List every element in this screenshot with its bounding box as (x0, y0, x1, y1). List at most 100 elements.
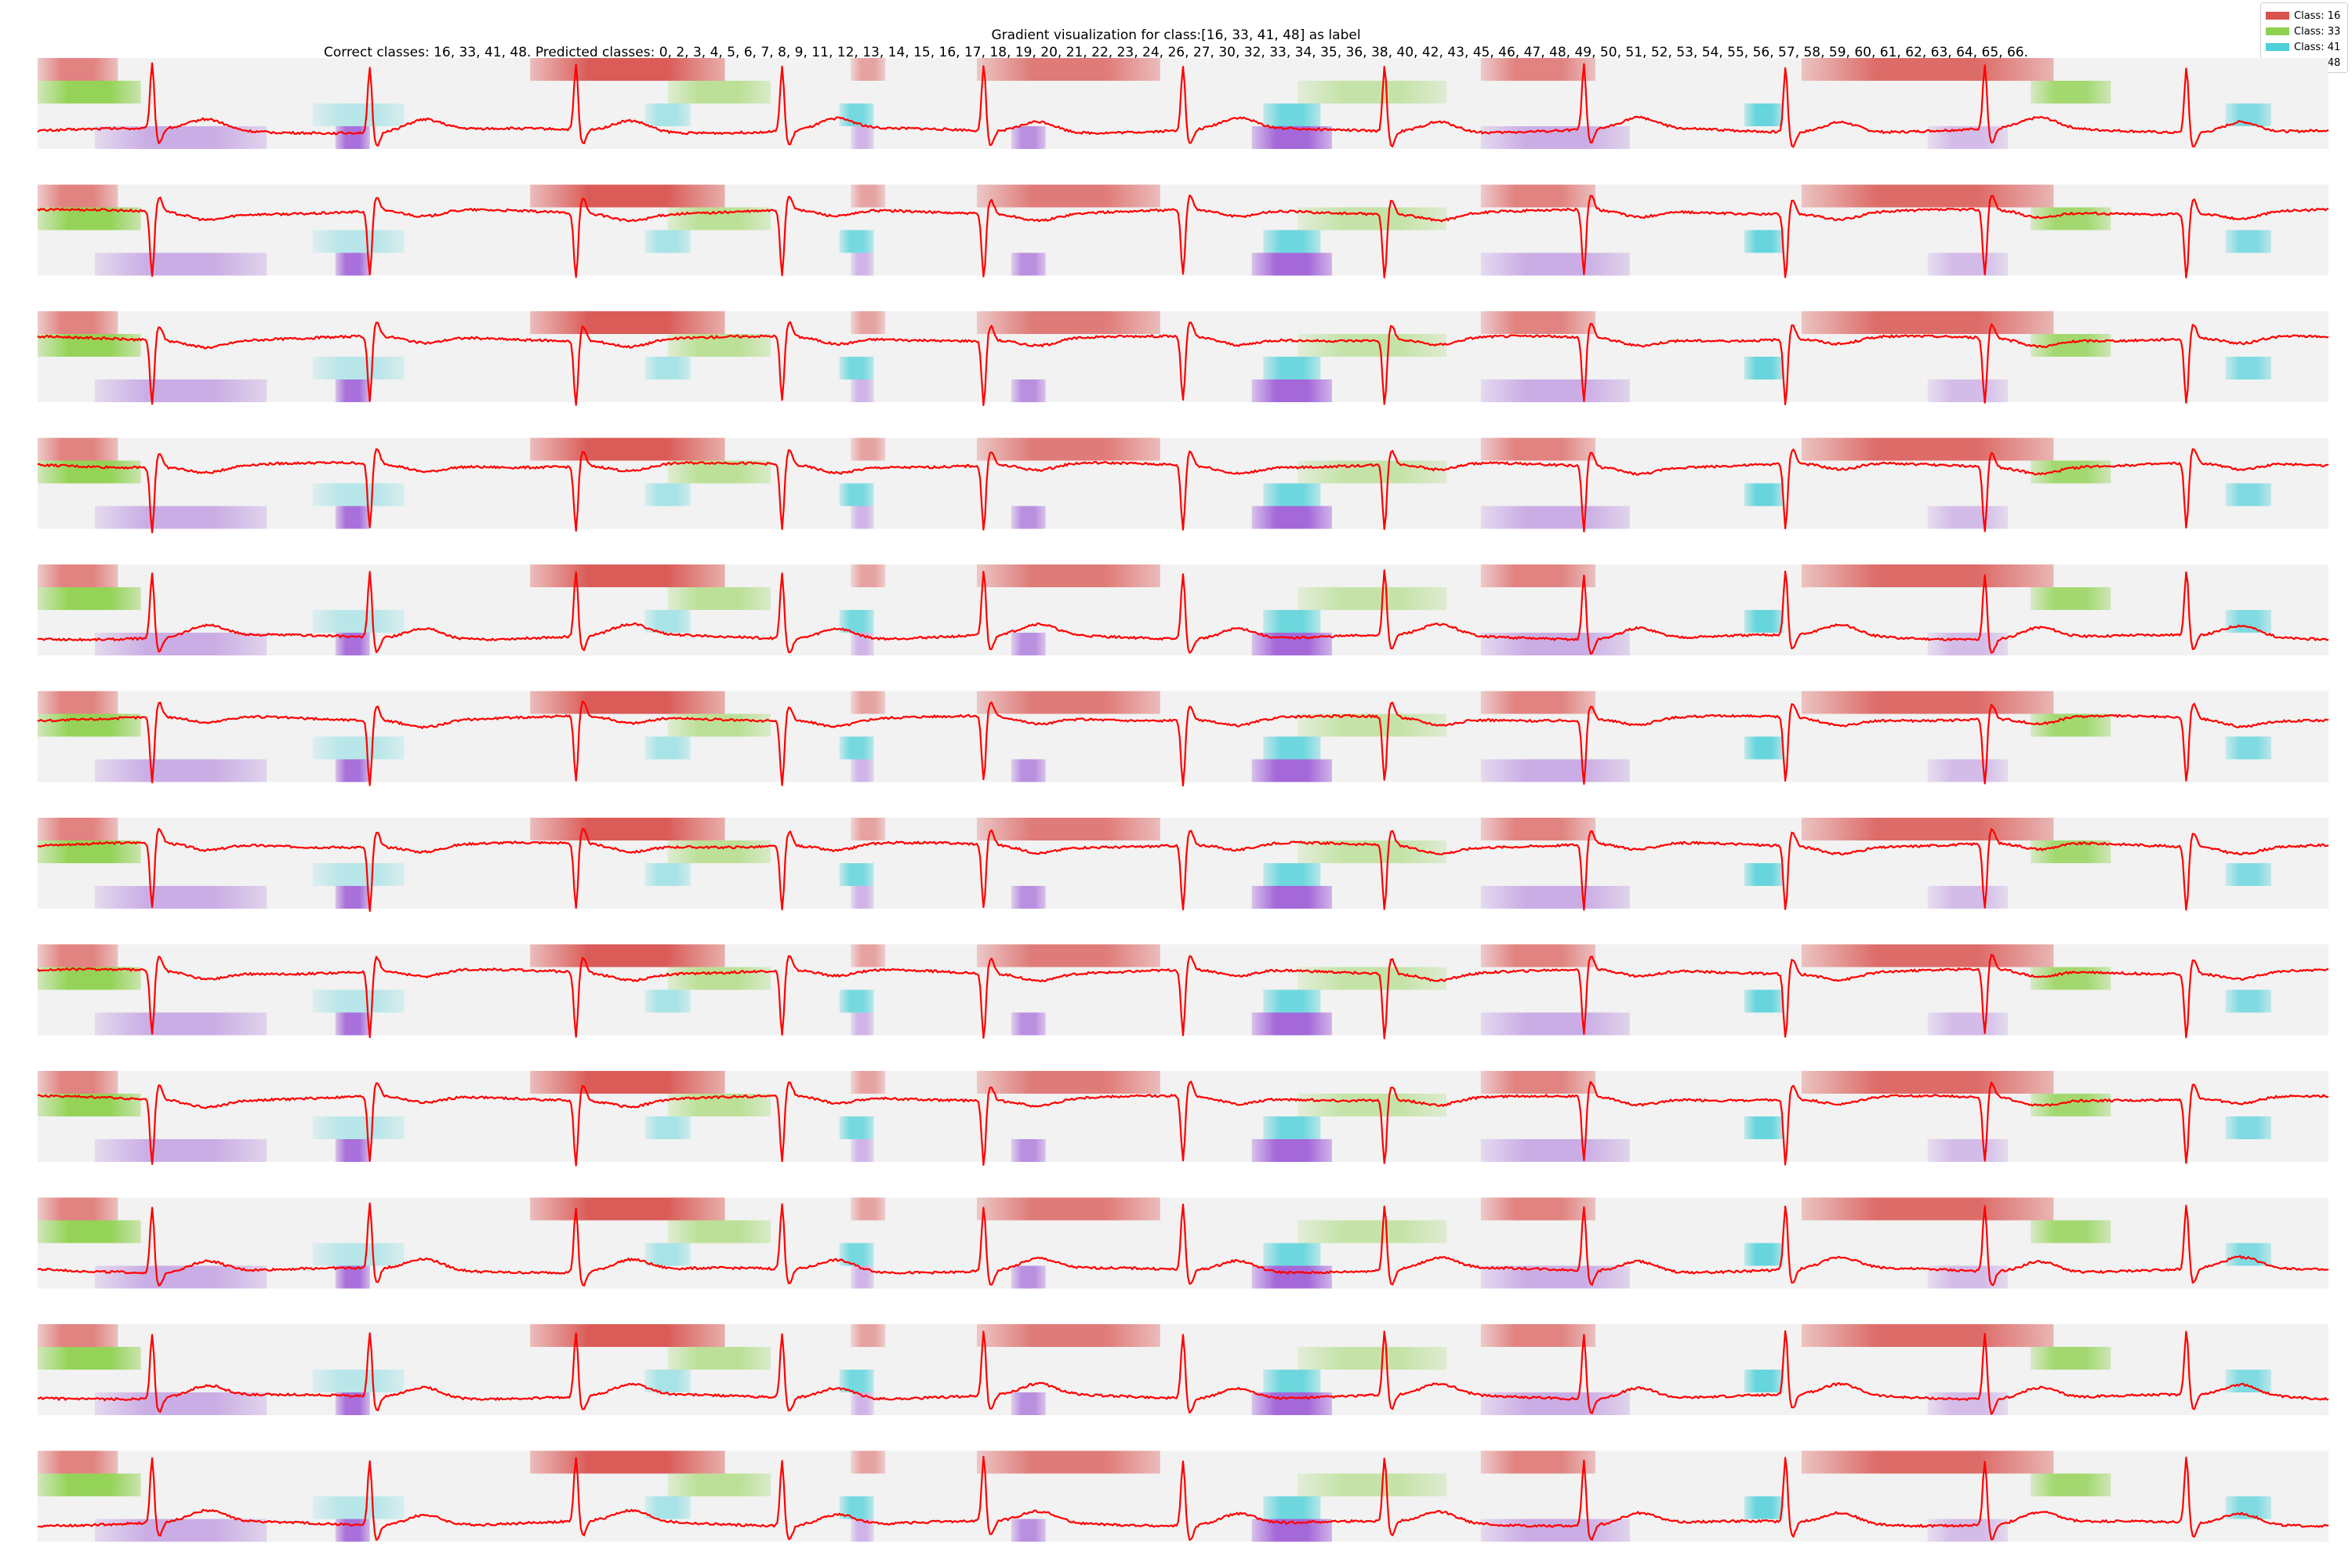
heat-segment-33 (1298, 587, 1447, 610)
lead-panel-3 (37, 311, 2329, 407)
heat-segment-41 (1744, 1496, 1784, 1519)
heat-segment-41 (1744, 610, 1784, 633)
ecg-signal-line (37, 827, 2329, 913)
heat-segment-48 (1480, 633, 1630, 655)
heat-segment-16 (851, 1197, 886, 1221)
heat-segment-48 (851, 379, 874, 402)
heat-segment-48 (1011, 886, 1046, 909)
heat-segment-48 (95, 379, 267, 402)
heat-segment-16 (977, 1324, 1160, 1347)
heat-segment-48 (1011, 252, 1046, 276)
heat-segment-41 (644, 610, 691, 633)
heat-segment-16 (851, 564, 886, 587)
heat-segment-16 (38, 691, 118, 714)
heat-segment-16 (1480, 564, 1595, 587)
heat-segment-48 (95, 1519, 267, 1542)
heat-segment-41 (312, 1116, 405, 1139)
lead-panel-9 (37, 1071, 2329, 1167)
heat-segment-16 (977, 691, 1160, 714)
lead-panel-4 (37, 437, 2329, 534)
heat-segment-41 (1263, 1116, 1321, 1139)
heat-segment-16 (851, 1071, 886, 1094)
heat-segment-16 (1801, 58, 2054, 81)
heat-segment-16 (38, 1324, 118, 1347)
heat-segment-41 (312, 230, 405, 253)
heat-segment-16 (851, 437, 886, 461)
heat-segment-48 (1011, 126, 1046, 149)
legend-item: Class: 41 (2266, 39, 2347, 55)
heat-segment-48 (851, 506, 874, 529)
heat-segment-33 (2031, 1347, 2111, 1370)
heat-segment-16 (977, 311, 1160, 334)
heat-segment-41 (839, 1116, 874, 1139)
heat-segment-16 (530, 311, 725, 334)
heat-segment-16 (1801, 818, 2054, 840)
heat-segment-33 (667, 840, 771, 863)
heat-segment-48 (335, 886, 370, 909)
heat-segment-16 (38, 437, 118, 461)
heat-segment-33 (38, 460, 141, 484)
heat-segment-48 (335, 1012, 370, 1036)
heat-segment-41 (1263, 1243, 1321, 1266)
heat-segment-41 (644, 357, 691, 379)
heat-segment-16 (1801, 1324, 2054, 1347)
heat-segment-48 (851, 1139, 874, 1162)
heat-segment-16 (1801, 437, 2054, 461)
chart-subtitle: Correct classes: 16, 33, 41, 48. Predict… (323, 45, 2029, 60)
heat-segment-16 (851, 818, 886, 840)
heat-segment-33 (2031, 1220, 2111, 1243)
ecg-signal-line (37, 569, 2329, 655)
heat-segment-41 (1263, 1496, 1321, 1519)
heat-segment-16 (851, 1450, 886, 1474)
heat-segment-41 (1263, 103, 1321, 126)
heat-segment-41 (2225, 989, 2271, 1013)
heat-segment-48 (1480, 759, 1630, 782)
heat-segment-41 (312, 736, 405, 760)
heat-segment-48 (1480, 1392, 1630, 1415)
heat-segment-16 (977, 564, 1160, 587)
heat-segment-33 (38, 81, 141, 103)
heat-segment-48 (1927, 1139, 2008, 1162)
ecg-signal-line (37, 321, 2329, 407)
ecg-signal-line (37, 1202, 2329, 1287)
heat-segment-16 (1801, 1071, 2054, 1094)
heat-segment-41 (839, 357, 874, 379)
legend-swatch-class-16 (2266, 12, 2289, 20)
heat-segment-16 (530, 1071, 725, 1094)
heat-segment-48 (1480, 886, 1630, 909)
heat-segment-33 (2031, 967, 2111, 990)
heat-segment-16 (1480, 58, 1595, 81)
heat-segment-16 (1801, 1450, 2054, 1474)
heat-segment-41 (312, 989, 405, 1013)
heat-segment-16 (977, 1071, 1160, 1094)
heat-segment-16 (530, 437, 725, 461)
heat-segment-33 (1298, 1220, 1447, 1243)
heat-segment-16 (977, 1450, 1160, 1474)
heat-segment-16 (530, 1450, 725, 1474)
heat-segment-48 (851, 1012, 874, 1036)
heat-segment-41 (644, 103, 691, 126)
heat-segment-48 (335, 506, 370, 529)
lead-panel-6 (37, 691, 2329, 787)
ecg-signal-line (37, 700, 2329, 787)
heat-segment-16 (530, 818, 725, 840)
heat-segment-33 (38, 587, 141, 610)
heat-segment-16 (530, 58, 725, 81)
heat-segment-16 (977, 944, 1160, 967)
heat-segment-41 (1744, 103, 1784, 126)
heat-segment-33 (667, 81, 771, 103)
legend-item: Class: 16 (2266, 8, 2347, 24)
heat-segment-41 (1263, 863, 1321, 886)
heat-segment-41 (1263, 483, 1321, 506)
heat-segment-41 (2225, 103, 2271, 126)
heat-segment-16 (1480, 437, 1595, 461)
heat-segment-48 (1480, 252, 1630, 276)
heat-segment-48 (95, 1392, 267, 1415)
lead-panel-10 (37, 1197, 2329, 1289)
heat-segment-48 (335, 379, 370, 402)
heat-segment-48 (1927, 1392, 2008, 1415)
heat-segment-16 (977, 437, 1160, 461)
chart-title: Gradient visualization for class:[16, 33… (991, 27, 1361, 43)
heat-segment-48 (95, 1139, 267, 1162)
